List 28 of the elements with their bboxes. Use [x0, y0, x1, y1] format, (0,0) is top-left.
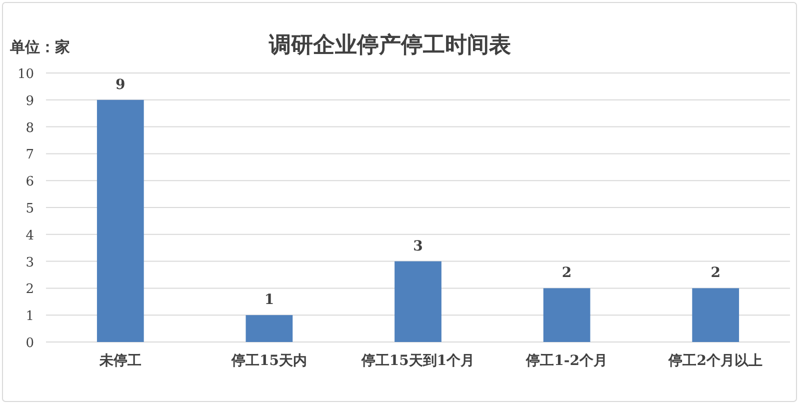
- chart-title: 调研企业停产停工时间表: [268, 32, 511, 58]
- y-tick-label: 5: [26, 202, 34, 216]
- y-tick-label: 6: [26, 174, 34, 190]
- x-tick-label: 未停工: [98, 353, 142, 369]
- bar: [246, 315, 293, 342]
- y-tick-label: 8: [26, 120, 34, 136]
- x-tick-label: 停工2个月以上: [668, 353, 762, 369]
- y-axis-title: 单位：家: [9, 38, 70, 56]
- y-tick-label: 2: [26, 282, 34, 298]
- data-label: 1: [264, 292, 274, 308]
- y-tick-label: 4: [26, 228, 34, 244]
- bar: [543, 288, 590, 342]
- data-label: 2: [710, 265, 720, 282]
- y-tick-label: 1: [26, 309, 34, 324]
- data-label: 9: [116, 76, 126, 93]
- y-tick-label: 0: [26, 336, 34, 351]
- y-tick-label: 10: [17, 67, 34, 82]
- x-tick-label: 停工15天内: [230, 353, 307, 369]
- y-tick-label: 7: [26, 148, 34, 163]
- data-label: 3: [413, 238, 423, 254]
- x-tick-label: 停工15天到1个月: [360, 353, 475, 369]
- bar: [692, 288, 740, 342]
- x-tick-label: 停工1-2个月: [525, 353, 608, 369]
- bar: [394, 261, 442, 342]
- bar: [96, 100, 144, 342]
- y-tick-label: 3: [26, 255, 34, 270]
- y-tick-label: 9: [26, 94, 34, 109]
- data-label: 2: [562, 265, 572, 282]
